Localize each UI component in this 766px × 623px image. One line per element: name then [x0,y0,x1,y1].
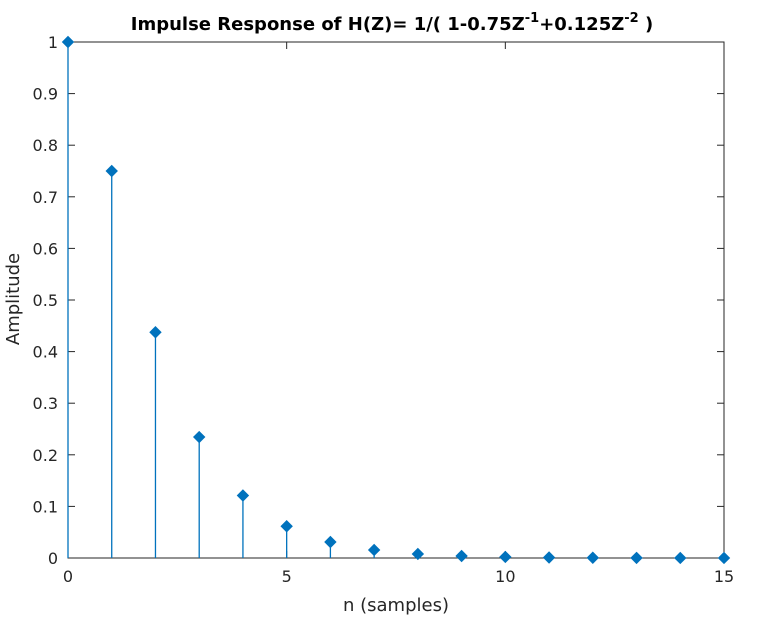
title-mid: +0.125Z [539,14,624,35]
stem-marker [61,35,75,49]
y-tick-label: 0.8 [33,136,58,155]
y-axis-label: Amplitude [3,253,24,345]
stem-marker [630,551,643,565]
y-tick-label: 0.1 [33,497,58,516]
x-axis-label: n (samples) [343,595,449,616]
stem-marker [717,551,731,565]
title-suffix: ) [639,14,654,35]
stem-marker [236,489,250,502]
stem-marker [367,543,381,557]
stem-marker [499,550,512,564]
x-tick-label: 5 [282,567,292,586]
stem-marker [280,520,293,533]
stem-marker [411,547,425,561]
y-tick-label: 0.4 [33,343,58,362]
data-series [61,35,731,565]
x-tick-label: 10 [495,567,515,586]
stem-marker [149,326,162,339]
y-tick-label: 0.3 [33,394,58,413]
x-tick-label: 15 [714,567,734,586]
y-tick-label: 0.2 [33,446,58,465]
x-tick-label: 0 [63,567,73,586]
stem-marker [105,164,118,178]
stem-marker [455,549,468,563]
y-tick-label: 0.7 [33,188,58,207]
stem-marker [324,535,337,549]
y-tick-label: 0.6 [33,239,58,258]
title-sup1: -1 [525,11,539,26]
plot-axes: 0 5 10 15 0 0.1 0.2 0.3 0.4 0.5 0.6 0.7 0.8 0.9 1 [33,33,735,586]
stem-marker [542,551,556,564]
y-tick-label: 0.9 [33,85,58,104]
stem-marker [192,430,206,444]
y-tick-label: 1 [48,33,58,52]
stem-marker [586,551,600,564]
chart-title: Impulse Response of H(Z)= 1/( 1-0.75Z-1+… [131,11,653,35]
title-prefix: Impulse Response of H(Z)= 1/( 1-0.75Z [131,14,525,35]
y-tick-label: 0.5 [33,291,58,310]
stem-marker [674,551,687,565]
title-sup2: -2 [624,11,638,26]
y-tick-label: 0 [48,549,58,568]
